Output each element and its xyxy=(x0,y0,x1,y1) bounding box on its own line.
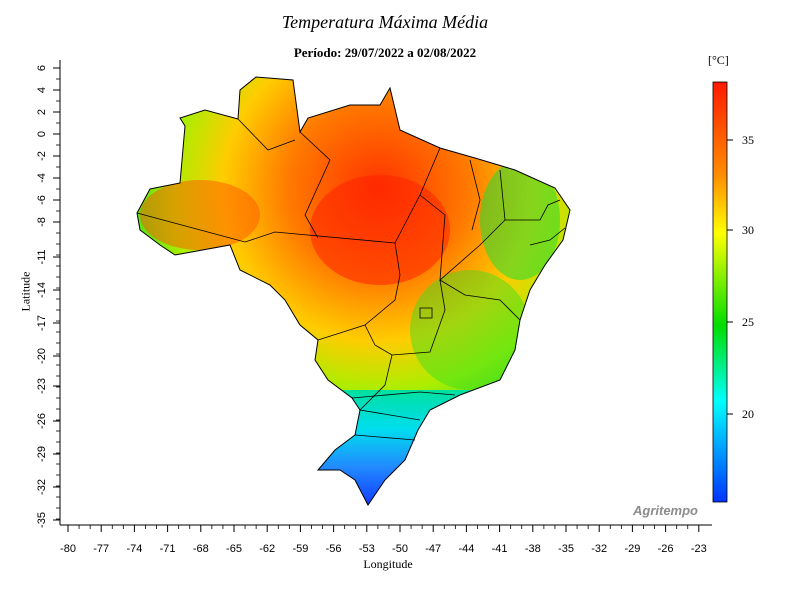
colorbar-tick-label: 35 xyxy=(742,133,754,147)
agritempo-logo: Agritempo xyxy=(633,503,698,518)
x-tick-label: -74 xyxy=(126,543,142,555)
x-tick-label: -53 xyxy=(359,543,375,555)
x-tick-label: -65 xyxy=(226,543,242,555)
y-tick-label: 2 xyxy=(36,109,48,115)
y-tick-label: -14 xyxy=(36,282,48,298)
y-tick-label: -35 xyxy=(36,512,48,528)
x-tick-label: -29 xyxy=(624,543,640,555)
x-tick-label: -38 xyxy=(525,543,541,555)
x-tick-label: -47 xyxy=(425,543,441,555)
x-tick-label: -35 xyxy=(558,543,574,555)
y-tick-label: -4 xyxy=(36,173,48,183)
x-axis-label: Longitude xyxy=(363,557,413,571)
colorbar-unit: [°C] xyxy=(708,53,729,67)
x-axis: -80 -77 -74 -71 -68 -65 -62 -59 -56 -53 -50 -47 -44 -… xyxy=(60,524,712,555)
colorbar-tick-label: 30 xyxy=(742,223,754,237)
x-tick-label: -62 xyxy=(259,543,275,555)
x-tick-label: -26 xyxy=(658,543,674,555)
x-tick-label: -77 xyxy=(93,543,109,555)
y-tick-label: -11 xyxy=(36,249,48,264)
x-tick-label: -32 xyxy=(591,543,607,555)
temperature-field xyxy=(137,77,570,505)
colorbar-tick-label: 25 xyxy=(742,315,754,329)
y-tick-label: -17 xyxy=(36,315,48,331)
x-tick-label: -56 xyxy=(326,543,342,555)
state-borders xyxy=(136,118,566,441)
y-tick-label: -6 xyxy=(36,195,48,205)
x-tick-label: -41 xyxy=(492,543,508,555)
y-tick-label: -23 xyxy=(36,378,48,394)
x-tick-label: -50 xyxy=(392,543,408,555)
y-tick-label: 4 xyxy=(36,87,48,93)
chart-subtitle: Período: 29/07/2022 a 02/08/2022 xyxy=(293,45,477,60)
y-tick-label: 0 xyxy=(36,131,48,137)
x-tick-label: -71 xyxy=(160,543,176,555)
chart-title: Temperatura Máxima Média xyxy=(281,12,489,32)
y-tick-label: -20 xyxy=(36,348,48,364)
y-tick-label: 6 xyxy=(36,65,48,71)
x-tick-label: -59 xyxy=(292,543,308,555)
y-tick-label: -29 xyxy=(36,446,48,462)
y-tick-label: -2 xyxy=(36,151,48,161)
y-axis: 6 4 2 0 -2 -4 -6 -8 -11 -14 -17 -20 -23 -26 -29 -32 -35 xyxy=(36,60,61,528)
colorbar-tick-label: 20 xyxy=(742,407,754,421)
y-tick-label: -26 xyxy=(36,413,48,429)
colorbar: 35 30 25 20 xyxy=(712,81,754,503)
x-tick-label: -23 xyxy=(691,543,707,555)
x-tick-label: -80 xyxy=(60,543,76,555)
y-tick-label: -8 xyxy=(36,217,48,227)
x-tick-label: -68 xyxy=(193,543,209,555)
y-tick-label: -32 xyxy=(36,479,48,495)
x-tick-label: -44 xyxy=(458,543,474,555)
